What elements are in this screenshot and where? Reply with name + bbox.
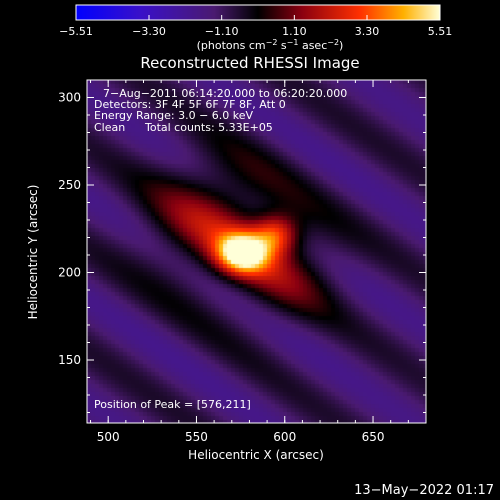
- x-axis-label: Heliocentric X (arcsec): [188, 448, 324, 462]
- x-tick-label: 600: [273, 430, 296, 444]
- annotation-method: Clean: [94, 121, 125, 134]
- y-axis-label: Heliocentric Y (arcsec): [26, 185, 40, 320]
- colorbar-tick-label: −1.10: [205, 25, 239, 38]
- colorbar-tick-label: −3.30: [132, 25, 166, 38]
- colorbar-tick-label: 3.30: [355, 25, 380, 38]
- x-axis: 500 550 600 650: [90, 80, 427, 444]
- colorbar-unit: (photons cm−2 s−1 asec−2): [197, 38, 344, 52]
- heatmap-image: [87, 80, 426, 423]
- colorbar-ticks: −5.51 −3.30 −1.10 1.10 3.30 5.51: [59, 15, 452, 38]
- peak-position-label: Position of Peak = [576,211]: [94, 398, 251, 411]
- x-tick-label: 650: [362, 430, 385, 444]
- y-tick-label: 300: [58, 91, 81, 105]
- colorbar-tick-label: 5.51: [428, 25, 453, 38]
- image-wrapper: [87, 80, 426, 423]
- x-tick-label: 550: [185, 430, 208, 444]
- y-tick-label: 200: [58, 266, 81, 280]
- annotation-time-range: 7−Aug−2011 06:14:20.000 to 06:20:20.000: [103, 87, 347, 100]
- y-tick-label: 250: [58, 178, 81, 192]
- y-axis: 150 200 250 300: [58, 79, 426, 413]
- annotation-detectors: Detectors: 3F 4F 5F 6F 7F 8F, Att 0: [94, 98, 286, 111]
- annotation-total-counts: Total counts: 5.33E+05: [144, 121, 273, 134]
- y-tick-label: 150: [58, 353, 81, 367]
- colorbar-tick-label: −5.51: [59, 25, 93, 38]
- colorbar-frame: [75, 4, 441, 21]
- x-tick-label: 500: [97, 430, 120, 444]
- annotation-energy-range: Energy Range: 3.0 − 6.0 keV: [94, 109, 254, 122]
- chart-title: Reconstructed RHESSI Image: [140, 54, 359, 72]
- colorbar-tick-label: 1.10: [282, 25, 307, 38]
- plot-frame: [86, 79, 427, 424]
- footer-timestamp: 13−May−2022 01:17: [354, 483, 494, 498]
- colorbar: [76, 5, 440, 20]
